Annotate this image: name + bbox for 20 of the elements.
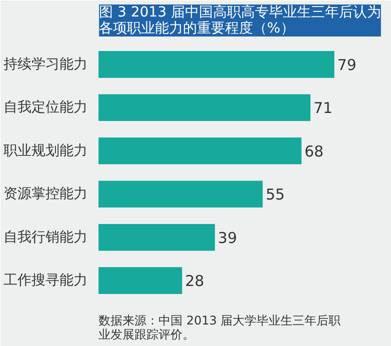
y-tick-label: 持续学习能力 bbox=[4, 56, 88, 72]
y-tick-label: 资源掌控能力 bbox=[4, 186, 88, 202]
bar bbox=[98, 51, 334, 78]
data-label: 39 bbox=[218, 228, 238, 247]
data-label: 68 bbox=[304, 142, 324, 160]
data-label: 71 bbox=[313, 99, 333, 118]
y-tick-label: 工作搜寻能力 bbox=[4, 272, 88, 289]
bar bbox=[98, 180, 263, 208]
data-label: 55 bbox=[266, 186, 285, 204]
y-tick-label: 自我行销能力 bbox=[4, 229, 88, 246]
data-label: 28 bbox=[185, 272, 204, 290]
data-label: 79 bbox=[337, 56, 356, 74]
bar bbox=[98, 137, 302, 164]
y-tick-label: 职业规划能力 bbox=[4, 142, 88, 159]
bar bbox=[98, 224, 215, 251]
chart-title: 图 3 2013 届中国高职高专毕业生三年后认为各项职业能力的重要程度（%） bbox=[99, 4, 381, 36]
bar bbox=[98, 267, 182, 294]
bar bbox=[98, 94, 310, 122]
source-note: 数据来源：中国 2013 届大学毕业生三年后职业发展跟踪评价。 bbox=[98, 314, 341, 342]
y-tick-label: 自我定位能力 bbox=[4, 100, 88, 116]
